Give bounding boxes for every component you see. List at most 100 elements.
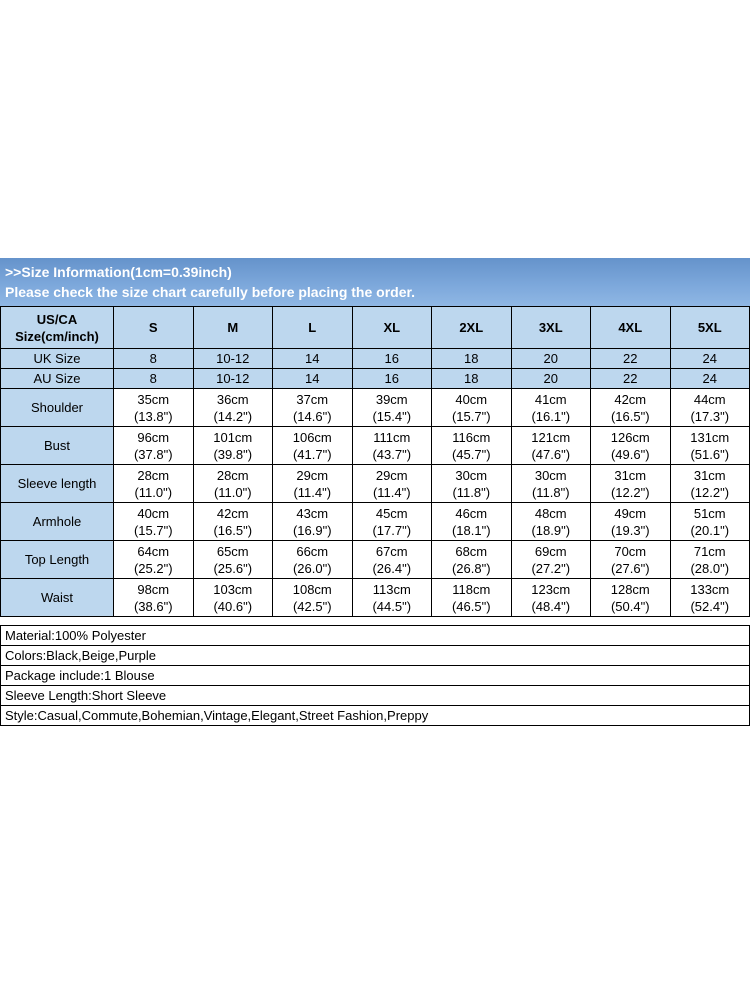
- table-row: Waist 98cm (38.6") 103cm (40.6") 108cm (42.…: [0, 578, 750, 617]
- table-row: AU Size 8 10-12 14 16 18 20 22 24: [0, 368, 750, 389]
- size-value-cell: 22: [590, 368, 671, 389]
- table-row: Bust 96cm (37.8") 101cm (39.8") 106cm (41.7…: [0, 426, 750, 465]
- table-row: Sleeve length 28cm (11.0") 28cm (11.0") 29c…: [0, 464, 750, 503]
- measurement-cell: 70cm (27.6"): [590, 540, 671, 579]
- size-column-header: 2XL: [431, 306, 512, 349]
- measurement-cell: 44cm (17.3"): [669, 388, 750, 427]
- measurement-cell: 28cm (11.0"): [192, 464, 273, 503]
- table-row: Shoulder 35cm (13.8") 36cm (14.2") 37cm (14…: [0, 388, 750, 427]
- product-info-line: Package include:1 Blouse: [1, 666, 749, 686]
- row-label: Waist: [0, 578, 114, 617]
- product-info-line: Colors:Black,Beige,Purple: [1, 646, 749, 666]
- row-label: Top Length: [0, 540, 114, 579]
- row-label: Bust: [0, 426, 114, 465]
- size-value-cell: 8: [113, 348, 194, 369]
- banner-title: >>Size Information(1cm=0.39inch): [5, 264, 232, 280]
- row-label: Shoulder: [0, 388, 114, 427]
- row-label: Armhole: [0, 502, 114, 541]
- measurement-cell: 101cm (39.8"): [192, 426, 273, 465]
- measurement-cell: 106cm (41.7"): [272, 426, 353, 465]
- measurement-cell: 71cm (28.0"): [669, 540, 750, 579]
- measurement-cell: 46cm (18.1"): [431, 502, 512, 541]
- measurement-cell: 37cm (14.6"): [272, 388, 353, 427]
- measurement-cell: 29cm (11.4"): [272, 464, 353, 503]
- measurement-cell: 67cm (26.4"): [351, 540, 432, 579]
- measurement-cell: 66cm (26.0"): [272, 540, 353, 579]
- product-info-line: Sleeve Length:Short Sleeve: [1, 686, 749, 706]
- size-chart-header: US/CA Size(cm/inch) S M L XL 2XL 3XL 4XL 5XL: [0, 306, 750, 349]
- table-row: Armhole 40cm (15.7") 42cm (16.5") 43cm (16.…: [0, 502, 750, 541]
- measurement-cell: 69cm (27.2"): [510, 540, 591, 579]
- size-column-header: XL: [351, 306, 432, 349]
- measurement-cell: 40cm (15.7"): [431, 388, 512, 427]
- table-row: UK Size 8 10-12 14 16 18 20 22 24: [0, 348, 750, 369]
- measurement-cell: 96cm (37.8"): [113, 426, 194, 465]
- size-column-header: S: [113, 306, 194, 349]
- measurement-cell: 98cm (38.6"): [113, 578, 194, 617]
- measurement-cell: 30cm (11.8"): [510, 464, 591, 503]
- size-column-header: M: [192, 306, 273, 349]
- banner-subtitle: Please check the size chart carefully be…: [5, 284, 416, 300]
- measurement-cell: 116cm (45.7"): [431, 426, 512, 465]
- measurement-cell: 64cm (25.2"): [113, 540, 194, 579]
- measurement-cell: 111cm (43.7"): [351, 426, 432, 465]
- measurement-cell: 128cm (50.4"): [590, 578, 671, 617]
- measurement-cell: 131cm (51.6"): [669, 426, 750, 465]
- measurement-cell: 39cm (15.4"): [351, 388, 432, 427]
- size-value-cell: 10-12: [192, 348, 273, 369]
- size-column-header: L: [272, 306, 353, 349]
- size-value-cell: 8: [113, 368, 194, 389]
- measurement-cell: 68cm (26.8"): [431, 540, 512, 579]
- row-label: UK Size: [0, 348, 114, 369]
- measurement-cell: 113cm (44.5"): [351, 578, 432, 617]
- measurement-cell: 31cm (12.2"): [669, 464, 750, 503]
- size-chart-table: US/CA Size(cm/inch) S M L XL 2XL 3XL 4XL 5XL UK …: [0, 306, 750, 617]
- size-value-cell: 16: [351, 348, 432, 369]
- size-value-cell: 10-12: [192, 368, 273, 389]
- size-value-cell: 20: [510, 368, 591, 389]
- measurement-cell: 28cm (11.0"): [113, 464, 194, 503]
- measurement-cell: 41cm (16.1"): [510, 388, 591, 427]
- size-column-header: 5XL: [669, 306, 750, 349]
- size-value-cell: 20: [510, 348, 591, 369]
- size-value-cell: 14: [272, 348, 353, 369]
- measurement-cell: 35cm (13.8"): [113, 388, 194, 427]
- measurement-cell: 42cm (16.5"): [192, 502, 273, 541]
- measurement-cell: 118cm (46.5"): [431, 578, 512, 617]
- row-label: AU Size: [0, 368, 114, 389]
- header-row: US/CA Size(cm/inch) S M L XL 2XL 3XL 4XL 5XL: [0, 306, 750, 349]
- measurement-cell: 42cm (16.5"): [590, 388, 671, 427]
- size-column-header: 4XL: [590, 306, 671, 349]
- table-corner-header: US/CA Size(cm/inch): [0, 306, 114, 349]
- measurement-cell: 65cm (25.6"): [192, 540, 273, 579]
- row-label: Sleeve length: [0, 464, 114, 503]
- size-info-banner: >>Size Information(1cm=0.39inch) Please …: [0, 258, 750, 306]
- size-value-cell: 16: [351, 368, 432, 389]
- measurement-cell: 49cm (19.3"): [590, 502, 671, 541]
- measurement-cell: 103cm (40.6"): [192, 578, 273, 617]
- size-value-cell: 18: [431, 368, 512, 389]
- size-chart-body: UK Size 8 10-12 14 16 18 20 22 24 AU Size 8 10-12 14…: [0, 348, 750, 617]
- product-info-line: Material:100% Polyester: [1, 626, 749, 646]
- measurement-cell: 36cm (14.2"): [192, 388, 273, 427]
- size-column-header: 3XL: [510, 306, 591, 349]
- size-value-cell: 24: [669, 348, 750, 369]
- product-info-box: Material:100% Polyester Colors:Black,Beig…: [0, 625, 750, 726]
- table-row: Top Length 64cm (25.2") 65cm (25.6") 66cm (…: [0, 540, 750, 579]
- measurement-cell: 40cm (15.7"): [113, 502, 194, 541]
- measurement-cell: 133cm (52.4"): [669, 578, 750, 617]
- measurement-cell: 31cm (12.2"): [590, 464, 671, 503]
- measurement-cell: 43cm (16.9"): [272, 502, 353, 541]
- measurement-cell: 48cm (18.9"): [510, 502, 591, 541]
- measurement-cell: 45cm (17.7"): [351, 502, 432, 541]
- product-info-line: Style:Casual,Commute,Bohemian,Vintage,El…: [5, 708, 429, 723]
- measurement-cell: 121cm (47.6"): [510, 426, 591, 465]
- size-value-cell: 14: [272, 368, 353, 389]
- size-value-cell: 24: [669, 368, 750, 389]
- measurement-cell: 108cm (42.5"): [272, 578, 353, 617]
- measurement-cell: 51cm (20.1"): [669, 502, 750, 541]
- size-value-cell: 22: [590, 348, 671, 369]
- measurement-cell: 29cm (11.4"): [351, 464, 432, 503]
- size-value-cell: 18: [431, 348, 512, 369]
